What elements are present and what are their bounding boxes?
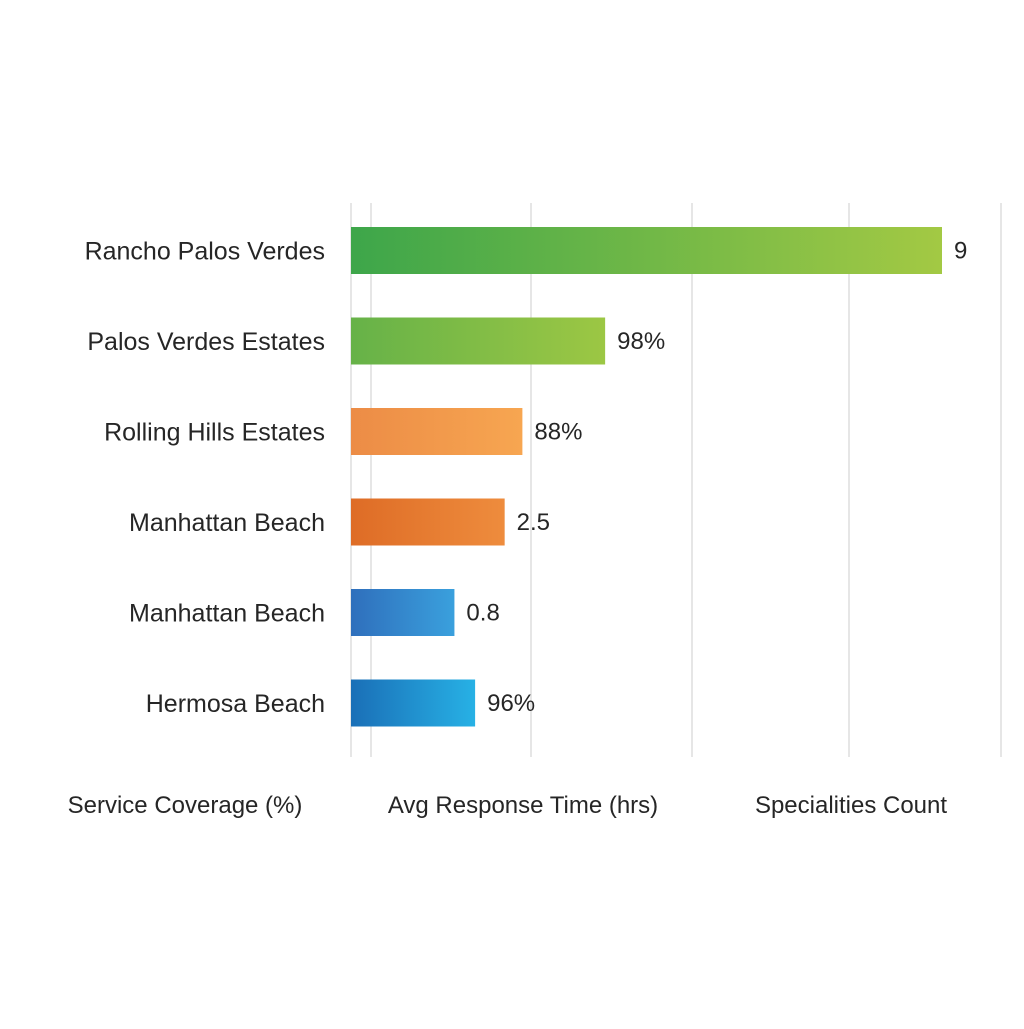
data-label: 0.8 [466, 600, 499, 627]
category-label: Palos Verdes Estates [87, 328, 325, 356]
category-label: Manhattan Beach [129, 600, 325, 628]
footer-axis-label: Specialities Count [755, 792, 947, 819]
data-label: 98% [617, 328, 665, 355]
bar [351, 498, 505, 546]
data-label: 9 [954, 238, 967, 265]
bar [351, 227, 942, 274]
category-label: Rancho Palos Verdes [85, 238, 325, 266]
bar [351, 589, 455, 636]
bar [351, 408, 523, 455]
grid-layer [350, 203, 1002, 757]
category-label: Rolling Hills Estates [104, 419, 325, 447]
category-label: Manhattan Beach [129, 509, 325, 537]
bar [351, 679, 476, 727]
data-label: 2.5 [517, 509, 550, 536]
category-label: Hermosa Beach [146, 690, 325, 718]
label-layer: Rancho Palos Verdes 9 Palos Verdes Estates… [85, 238, 968, 719]
footer-layer: Service Coverage (%) Avg Response Time (h… [68, 792, 948, 819]
footer-axis-label: Avg Response Time (hrs) [388, 792, 658, 819]
bar [351, 317, 606, 365]
data-label: 96% [487, 690, 535, 717]
bar-layer [351, 227, 942, 727]
data-label: 88% [534, 419, 582, 446]
footer-axis-label: Service Coverage (%) [68, 792, 303, 819]
